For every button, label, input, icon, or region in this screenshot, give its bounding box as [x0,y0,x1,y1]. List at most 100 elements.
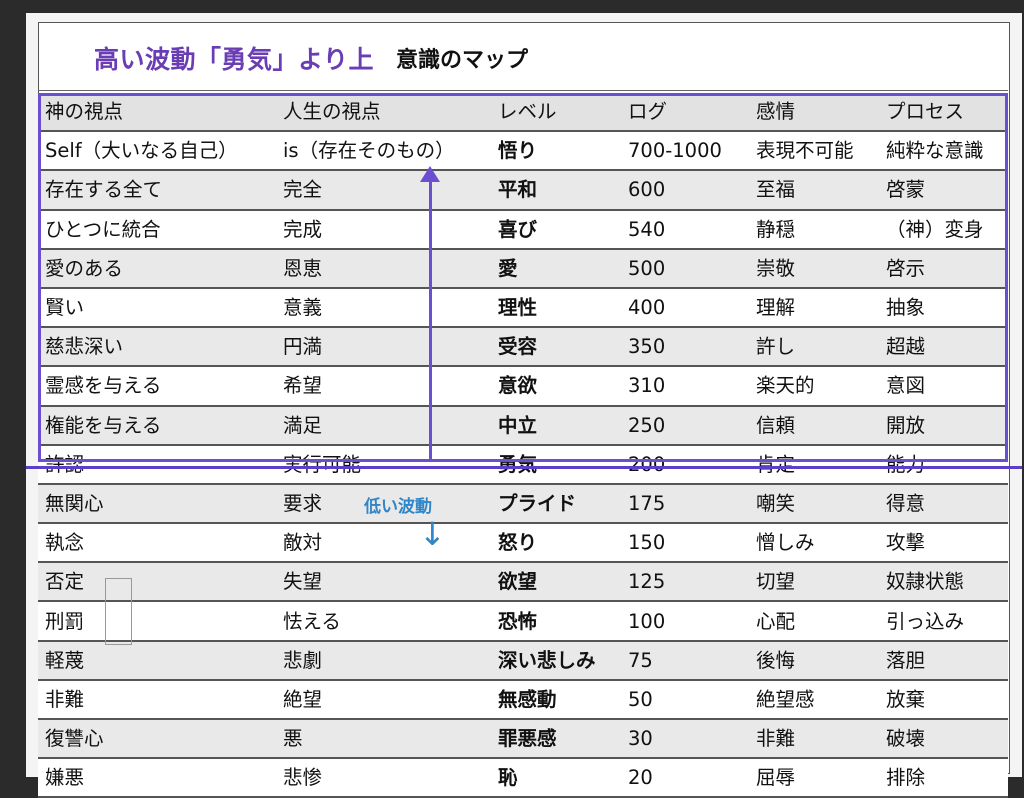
cell-emotion: 切望 [749,562,879,603]
cell-emotion: 非難 [749,719,879,760]
table-row: 非難 絶望 無感動 50 絶望感 放棄 [38,679,1008,721]
header-level: レベル [491,93,621,133]
down-arrow-icon: ↓ [419,515,446,553]
cell-god-view: 嫌悪 [38,758,276,798]
table-row: 慈悲深い 円満 受容 350 許し 超越 [38,327,1008,368]
cell-level: 恥 [491,758,621,798]
cell-god-view: 許認 [38,444,276,485]
cell-god-view: 執念 [38,523,276,564]
cell-emotion: 崇敬 [749,248,879,289]
cell-process: 落胆 [879,640,1008,681]
table-row: 執念 敵対 怒り 150 憎しみ 攻撃 [38,523,1008,564]
table-row: 権能を与える 満足 中立 250 信頼 開放 [38,405,1008,446]
cell-emotion: 後悔 [749,640,879,681]
cell-life-view: 完全 [276,170,491,211]
cell-god-view: 軽蔑 [38,640,276,681]
cell-life-view: 意義 [276,287,491,329]
cell-life-view: 円満 [276,327,491,368]
cell-life-view: 悪 [276,719,491,760]
title-divider [38,90,1008,91]
cell-life-view: 悲惨 [276,758,491,798]
cell-process: 超越 [879,327,1008,368]
cell-level: 罪悪感 [491,719,621,760]
cell-process: 啓示 [879,248,1008,289]
cell-level: 意欲 [491,366,621,407]
cell-life-view: 完成 [276,209,491,250]
cell-emotion: 信頼 [749,405,879,446]
header-life-view: 人生の視点 [276,93,491,133]
table-row: 刑罰 怯える 恐怖 100 心配 引っ込み [38,601,1008,642]
cell-log: 20 [621,758,749,798]
table-row: 賢い 意義 理性 400 理解 抽象 [38,287,1008,329]
cell-log: 310 [621,366,749,407]
table-row: 復讐心悪罪悪感 30 非難 破壊 [38,719,1008,760]
cell-level: 受容 [491,327,621,368]
cell-life-view: is（存在そのもの） [276,131,491,172]
cell-emotion: 絶望感 [749,679,879,721]
cell-process: 放棄 [879,679,1008,721]
cell-process: 排除 [879,758,1008,798]
cell-emotion: 静穏 [749,209,879,250]
table-header-row: 神の視点 人生の視点 レベル ログ 感情 プロセス [38,93,1008,133]
table-row: 愛のある 恩恵愛 500 崇敬 啓示 [38,248,1008,289]
cell-life-view: 実行可能 [276,444,491,485]
title-main: 高い波動「勇気」より上 [94,45,375,74]
cell-log: 150 [621,523,749,564]
cell-level: 勇気 [491,444,621,485]
header-god-view: 神の視点 [38,93,276,133]
table-row: 否定 失望 欲望 125 切望 奴隷状態 [38,562,1008,603]
title-sub: 意識のマップ [396,48,529,73]
cell-log: 500 [621,248,749,289]
cell-god-view: 愛のある [38,248,276,289]
cell-process: 意図 [879,366,1008,407]
up-arrow-icon [420,166,440,182]
header-log: ログ [621,93,749,133]
cell-log: 350 [621,327,749,368]
cell-level: 喜び [491,209,621,250]
cell-life-view: 敵対 [276,523,491,564]
table-row: 許認 実行可能 勇気 200 肯定 能力 [38,444,1008,485]
cell-life-view: 恩恵 [276,248,491,289]
cell-process: 攻撃 [879,523,1008,564]
cell-god-view: 霊感を与える [38,366,276,407]
cell-emotion: 許し [749,327,879,368]
cell-emotion: 嘲笑 [749,483,879,525]
table-row: 無関心 要求 プライド 175 嘲笑 得意 [38,483,1008,525]
cell-god-view: 存在する全て [38,170,276,211]
cell-log: 30 [621,719,749,760]
cell-level: 深い悲しみ [491,640,621,681]
consciousness-map-table: 神の視点 人生の視点 レベル ログ 感情 プロセス Self（大いなる自己） is（存在そのも… [38,93,1008,798]
cell-process: 引っ込み [879,601,1008,642]
table-row: 嫌悪 悲惨恥 20 屈辱 排除 [38,758,1008,798]
cell-emotion: 心配 [749,601,879,642]
cell-life-view: 悲劇 [276,640,491,681]
cell-life-view: 要求 [276,483,491,525]
cell-emotion: 肯定 [749,444,879,485]
cell-life-view: 満足 [276,405,491,446]
cell-level: 平和 [491,170,621,211]
cell-process: 純粋な意識 [879,131,1008,172]
cell-level: 恐怖 [491,601,621,642]
table-row: Self（大いなる自己） is（存在そのもの） 悟り 700-1000 表現不可能 純粋な… [38,131,1008,172]
cell-log: 125 [621,562,749,603]
cell-process: 得意 [879,483,1008,525]
cell-level: 怒り [491,523,621,564]
cell-log: 250 [621,405,749,446]
selection-bracket [105,578,132,645]
cell-god-view: 無関心 [38,483,276,525]
up-arrow-shaft [429,176,432,462]
cell-process: 開放 [879,405,1008,446]
cell-life-view: 絶望 [276,679,491,721]
cell-level: 無感動 [491,679,621,721]
cell-emotion: 至福 [749,170,879,211]
cell-emotion: 楽天的 [749,366,879,407]
cell-log: 100 [621,601,749,642]
cell-god-view: 慈悲深い [38,327,276,368]
cell-level: 愛 [491,248,621,289]
table-row: ひとつに統合 完成 喜び 540 静穏 （神）変身 [38,209,1008,250]
cell-log: 400 [621,287,749,329]
cell-god-view: 否定 [38,562,276,603]
table-row: 存在する全て 完全 平和 600 至福 啓蒙 [38,170,1008,211]
cell-log: 175 [621,483,749,525]
courage-divider-line [26,466,1022,469]
